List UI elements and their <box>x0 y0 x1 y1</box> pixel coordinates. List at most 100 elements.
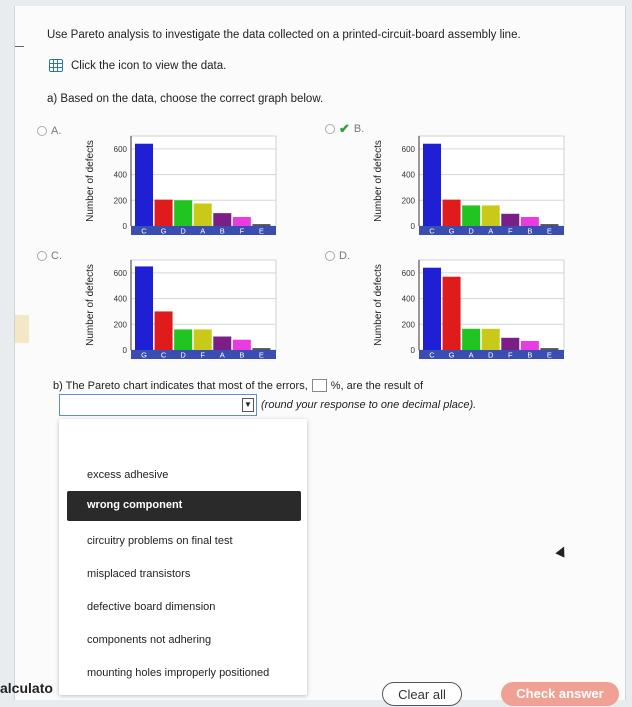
y-tick-label: 200 <box>114 320 128 329</box>
bar-F <box>501 213 520 226</box>
view-data-label: Click the icon to view the data. <box>71 59 227 72</box>
round-note: (round your response to one decimal plac… <box>261 399 477 411</box>
bar-C <box>154 311 173 350</box>
cause-dropdown[interactable]: ▼ <box>59 394 257 416</box>
bar-B <box>213 213 232 226</box>
bar-G <box>442 276 461 350</box>
y-axis-label: Number of defects <box>85 264 96 346</box>
bar-D <box>174 329 193 350</box>
calculator-label[interactable]: alculato <box>0 680 53 696</box>
category-label: B <box>527 227 532 236</box>
category-label: D <box>468 227 474 236</box>
category-label: F <box>240 227 245 236</box>
menu-item-wrong-component[interactable]: wrong component <box>67 491 301 521</box>
option-b-label: B. <box>353 123 365 135</box>
category-label: G <box>449 351 455 360</box>
category-label: E <box>547 227 552 236</box>
data-table-icon[interactable] <box>49 59 63 72</box>
category-label: D <box>180 351 186 360</box>
check-answer-button[interactable]: Check answer <box>501 682 619 706</box>
option-a-radio[interactable]: A. <box>37 125 61 137</box>
option-a-label: A. <box>51 125 62 137</box>
category-label: E <box>259 351 264 360</box>
view-data-link[interactable]: Click the icon to view the data. <box>49 59 226 72</box>
percent-input[interactable] <box>311 379 327 392</box>
category-label: D <box>180 227 186 236</box>
y-tick-label: 400 <box>114 171 128 180</box>
category-label: F <box>508 351 513 360</box>
part-b-prefix: b) The Pareto chart indicates that most … <box>53 379 308 392</box>
menu-item-excess-adhesive[interactable]: excess adhesive <box>87 469 169 481</box>
option-b-radio[interactable]: ✔ B. <box>325 121 365 136</box>
bar-G <box>442 199 461 226</box>
bar-F <box>501 337 520 350</box>
chart-a: Number of defects 0 200 400 600 C G D A B F E <box>85 135 277 236</box>
category-label: G <box>449 227 455 236</box>
category-strip <box>419 226 564 235</box>
category-label: D <box>488 351 494 360</box>
question-panel: Use Pareto analysis to investigate the d… <box>14 6 626 706</box>
radio-a[interactable] <box>37 126 47 136</box>
option-c-radio[interactable]: C. <box>37 250 62 262</box>
bar-B <box>232 339 251 350</box>
menu-item-circuitry-problems[interactable]: circuitry problems on final test <box>87 535 233 547</box>
category-label: C <box>429 351 435 360</box>
bar-C <box>135 143 154 226</box>
radio-d[interactable] <box>325 251 335 261</box>
category-label: A <box>469 351 474 360</box>
category-label: A <box>220 351 225 360</box>
y-tick-label: 400 <box>114 295 128 304</box>
question-text: Use Pareto analysis to investigate the d… <box>47 29 521 41</box>
left-edge-tab <box>15 315 29 343</box>
category-label: B <box>527 351 532 360</box>
y-tick-label: 0 <box>411 346 416 355</box>
left-edge-mark <box>15 46 24 47</box>
chart-b: Number of defects 0 200 400 600 C G D A F B E <box>373 135 565 236</box>
category-label: E <box>547 351 552 360</box>
bar-A <box>481 205 500 226</box>
menu-item-misplaced-transistors[interactable]: misplaced transistors <box>87 568 191 580</box>
category-label: G <box>161 227 167 236</box>
bar-D <box>481 328 500 350</box>
category-label: C <box>429 227 435 236</box>
y-tick-label: 400 <box>402 295 416 304</box>
bar-E <box>252 224 271 226</box>
clear-all-button[interactable]: Clear all <box>382 682 462 706</box>
radio-c[interactable] <box>37 251 47 261</box>
mouse-cursor-icon <box>555 544 569 558</box>
category-strip <box>131 226 276 235</box>
bar-E <box>540 224 559 226</box>
bar-B <box>520 217 539 226</box>
bar-A <box>462 328 481 350</box>
checkmark-icon: ✔ <box>339 121 350 136</box>
menu-item-components-not-adhering[interactable]: components not adhering <box>87 634 212 646</box>
option-d-radio[interactable]: D. <box>325 250 350 262</box>
bar-F <box>232 217 251 226</box>
dropdown-arrow-icon[interactable]: ▼ <box>242 398 254 412</box>
part-a-prompt: a) Based on the data, choose the correct… <box>47 93 324 105</box>
category-strip <box>131 350 276 359</box>
y-tick-label: 200 <box>402 196 416 205</box>
category-label: F <box>200 351 205 360</box>
menu-item-defective-board[interactable]: defective board dimension <box>87 601 216 613</box>
dropdown-menu: excess adhesive wrong component circuitr… <box>59 419 307 695</box>
y-tick-label: 0 <box>123 346 128 355</box>
bar-G <box>154 199 173 226</box>
radio-b[interactable] <box>325 124 335 134</box>
bar-E <box>252 348 271 350</box>
category-strip <box>419 350 564 359</box>
bar-F <box>193 329 212 350</box>
bar-C <box>423 267 442 350</box>
y-tick-label: 600 <box>402 269 416 278</box>
bar-A <box>193 203 212 226</box>
y-tick-label: 600 <box>114 145 128 154</box>
menu-item-mounting-holes[interactable]: mounting holes improperly positioned <box>87 667 270 679</box>
category-label: B <box>220 227 225 236</box>
category-label: C <box>141 227 147 236</box>
category-label: C <box>161 351 167 360</box>
bar-E <box>540 348 559 350</box>
bar-A <box>213 336 232 350</box>
bar-C <box>423 143 442 226</box>
option-d-label: D. <box>339 250 350 262</box>
y-axis-label: Number of defects <box>373 140 384 222</box>
